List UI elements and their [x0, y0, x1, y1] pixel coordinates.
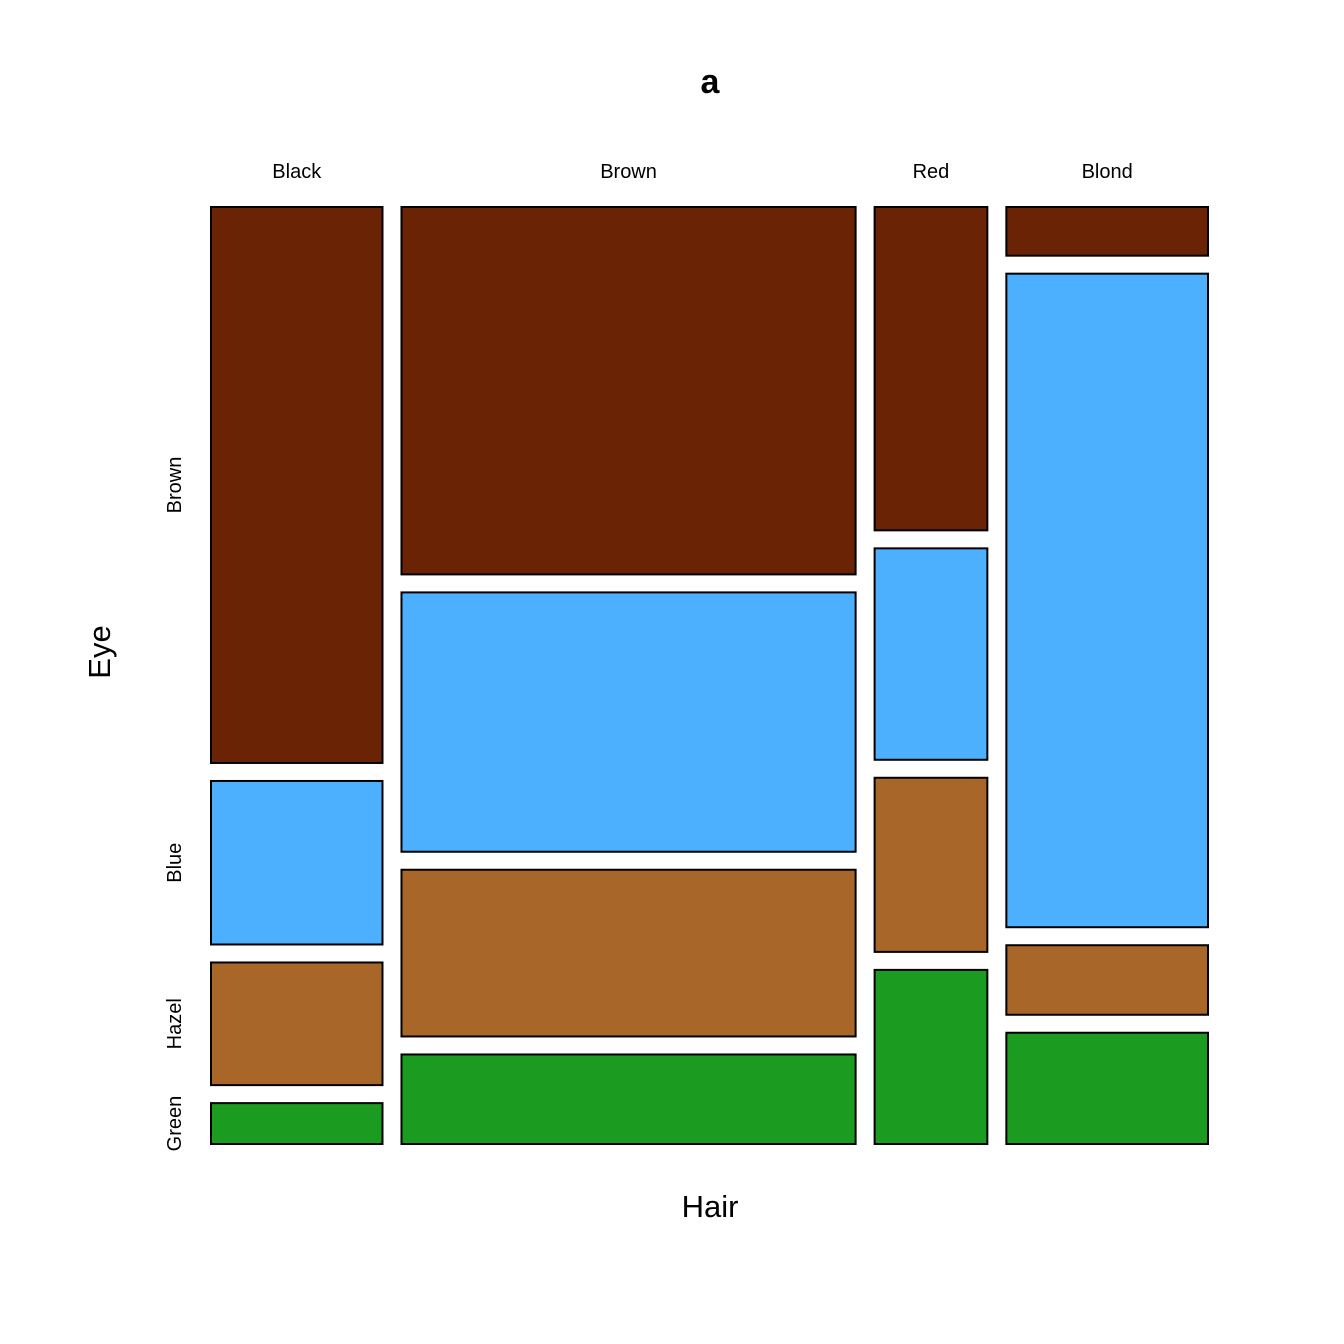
tile-brown-green: [400, 1053, 857, 1146]
tile-blond-blue: [1005, 272, 1210, 929]
y-label-green: Green: [164, 1096, 186, 1152]
tile-black-brown: [210, 206, 384, 764]
tile-blond-green: [1005, 1031, 1210, 1145]
x-label-black: Black: [272, 161, 322, 183]
tile-blond-hazel: [1005, 944, 1210, 1016]
tile-red-brown: [873, 206, 989, 532]
y-label-brown: Brown: [164, 457, 186, 514]
x-category-labels: Black Brown Red Blond: [272, 161, 1132, 183]
y-label-blue: Blue: [164, 843, 186, 883]
tile-brown-hazel: [400, 868, 857, 1038]
y-axis-title: Eye: [82, 625, 117, 678]
tile-brown-brown: [400, 206, 857, 576]
y-label-hazel: Hazel: [164, 998, 186, 1049]
tile-red-blue: [873, 547, 989, 761]
chart-title: a: [701, 63, 721, 101]
tile-black-hazel: [210, 961, 384, 1087]
mosaic-tiles: [210, 206, 1210, 1146]
tile-black-green: [210, 1102, 384, 1145]
x-label-red: Red: [913, 161, 950, 183]
tile-blond-brown: [1005, 206, 1210, 257]
x-axis-title: Hair: [682, 1189, 739, 1224]
y-category-labels: Brown Blue Hazel Green: [164, 457, 186, 1152]
tile-brown-blue: [400, 591, 857, 853]
tile-black-blue: [210, 779, 384, 946]
tile-red-hazel: [873, 776, 989, 953]
x-label-blond: Blond: [1082, 161, 1133, 183]
tile-red-green: [873, 968, 989, 1145]
x-label-brown: Brown: [600, 161, 657, 183]
